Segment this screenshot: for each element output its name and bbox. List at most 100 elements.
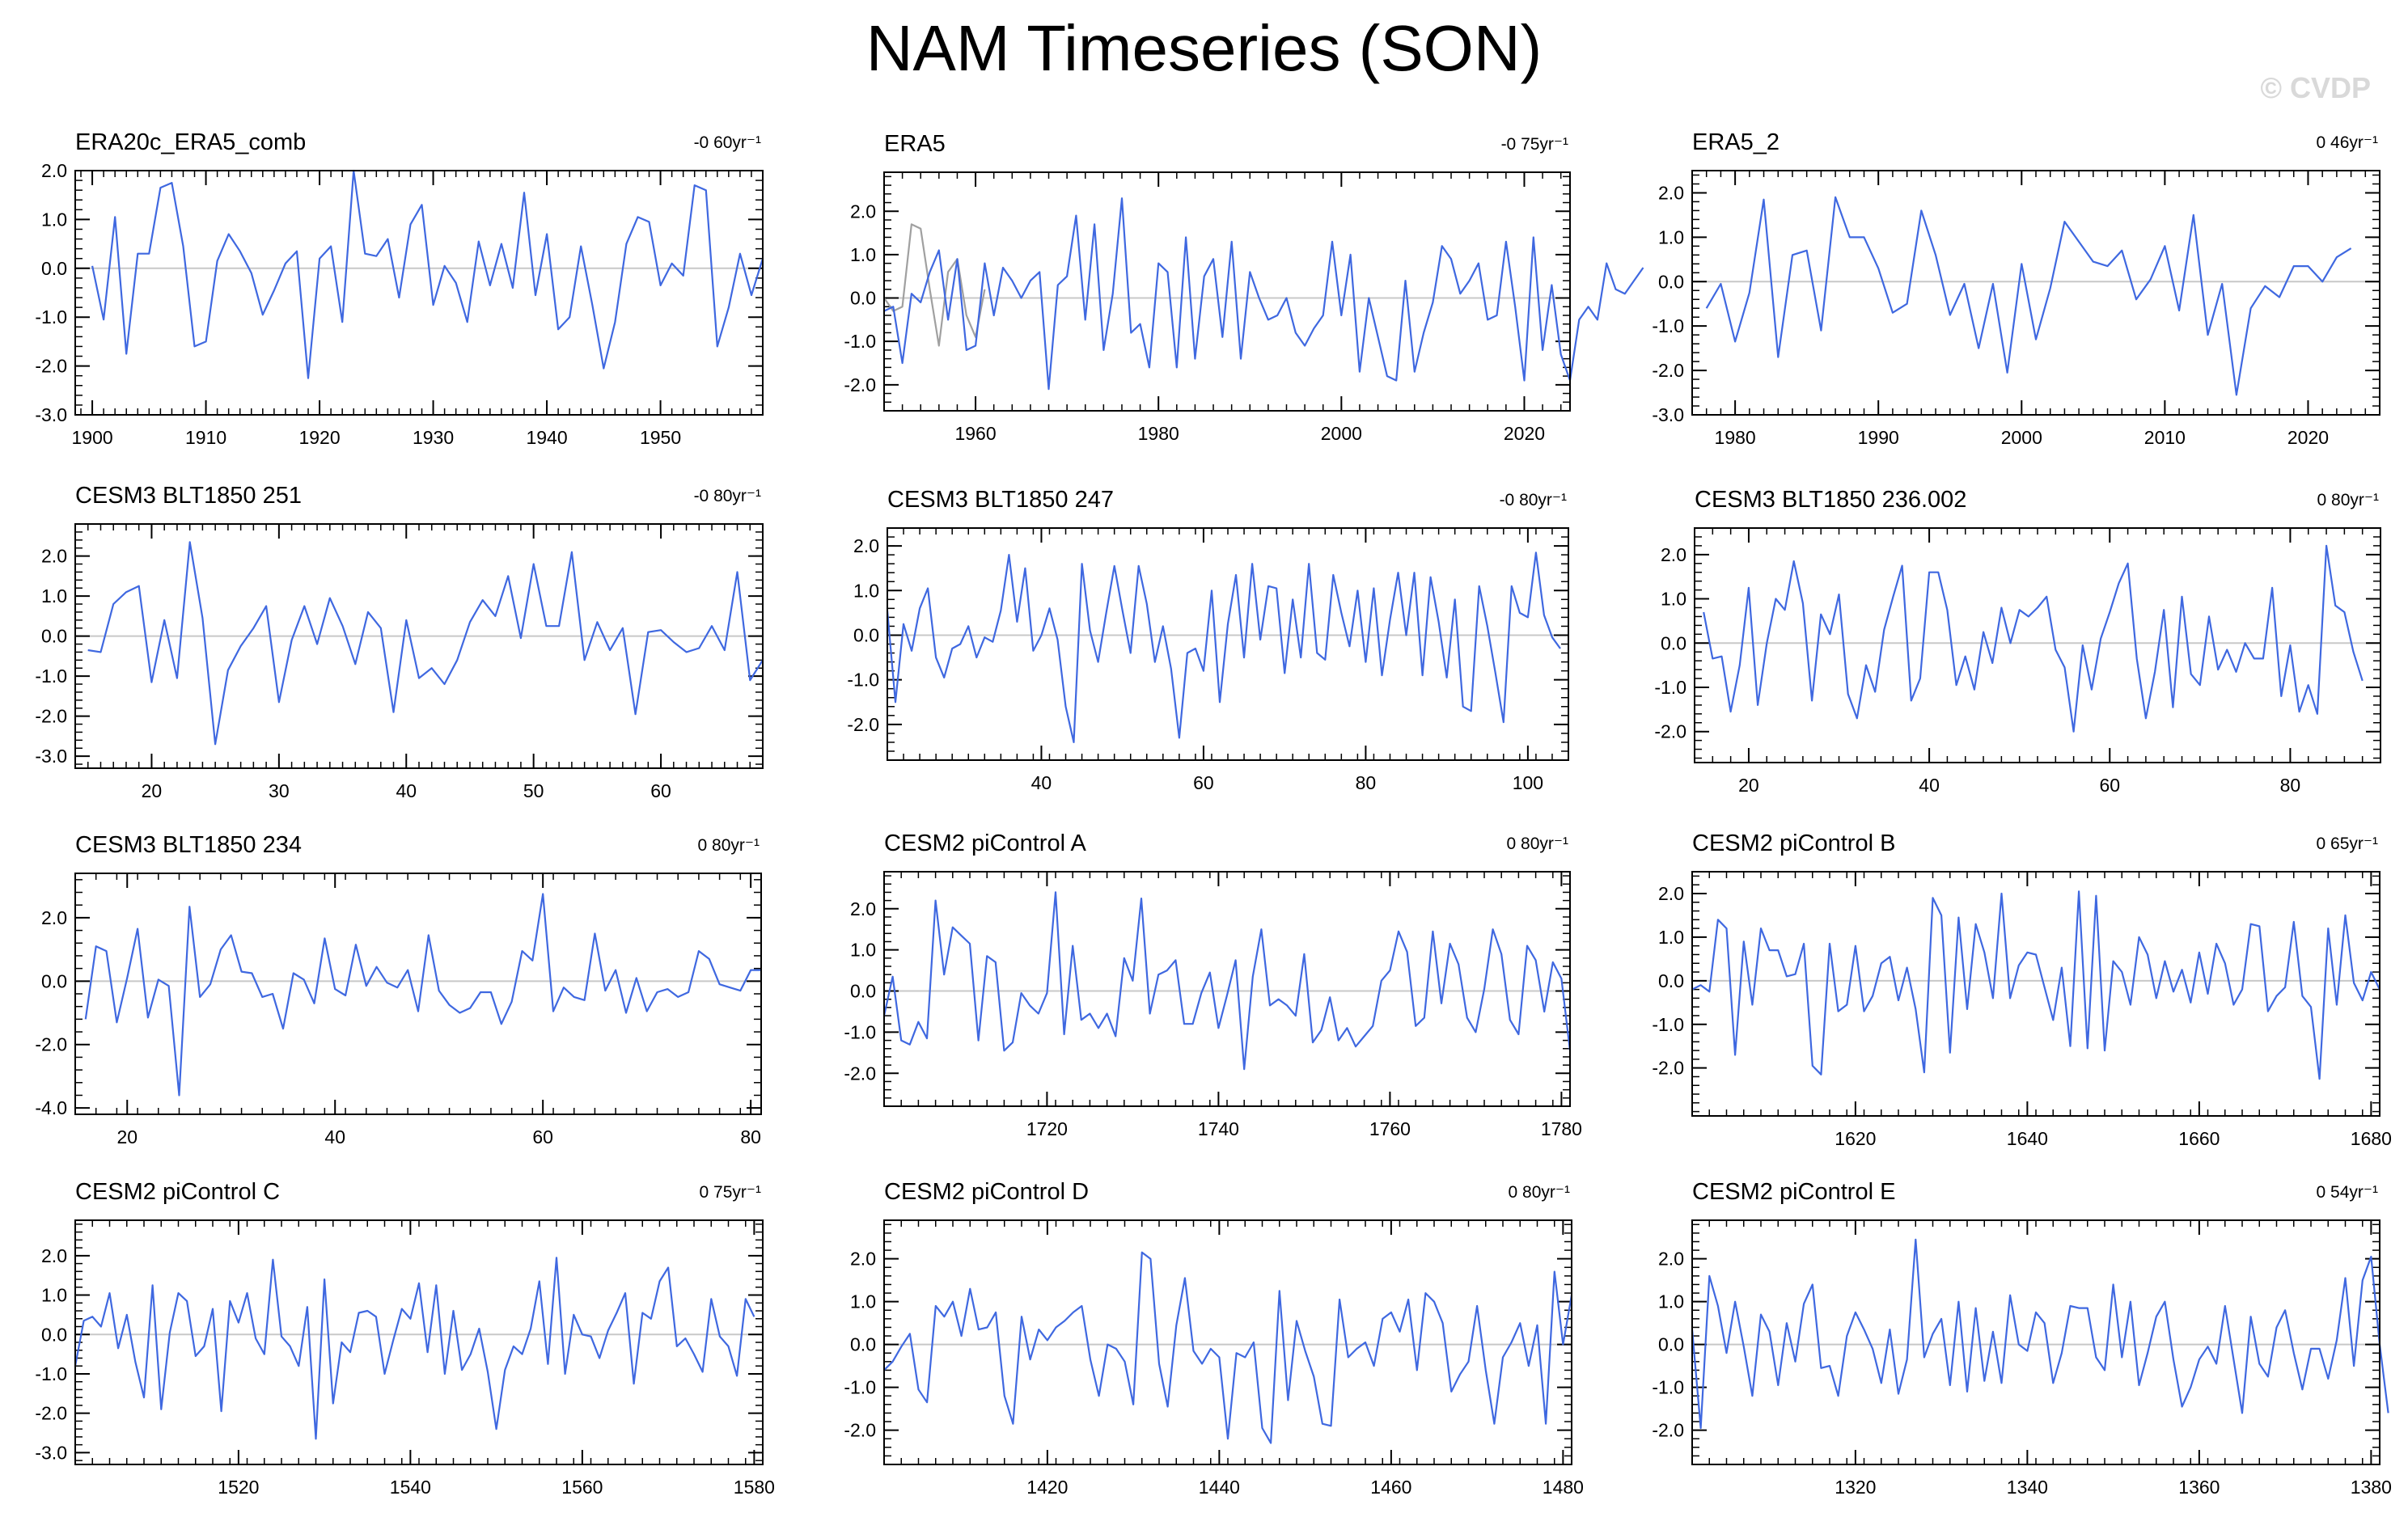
x-tick-label: 20 <box>142 780 163 801</box>
y-tick-label: -1.0 <box>844 1021 876 1042</box>
x-tick-label: 1740 <box>1198 1118 1239 1139</box>
trend-label: 0 46yr⁻¹ <box>2317 133 2378 152</box>
chart-panel: ERA20c_ERA5_comb -0 60yr⁻¹ -3.0 -2.0 -1.0 0.0… <box>35 129 764 448</box>
series-line <box>1691 1238 2389 1430</box>
y-tick-label: -1.0 <box>1652 315 1684 336</box>
x-tick-label: 60 <box>1193 772 1214 793</box>
x-tick-label: 20 <box>1738 775 1759 796</box>
y-tick-label: 1.0 <box>850 1291 876 1312</box>
y-tick-label: 2.0 <box>41 907 67 928</box>
plot-frame <box>887 527 1569 761</box>
x-tick-label: 1440 <box>1199 1477 1240 1498</box>
y-tick-label: -1.0 <box>35 666 67 687</box>
y-tick-label: -2.0 <box>844 374 876 395</box>
y-tick-label: 0.0 <box>1658 271 1684 292</box>
y-tick-label: 0.0 <box>850 1334 876 1355</box>
y-tick-label: 1.0 <box>41 1285 67 1306</box>
plot-frame <box>883 1219 1572 1465</box>
x-tick-label: 60 <box>2099 775 2120 796</box>
y-tick-label: -2.0 <box>844 1063 876 1084</box>
x-tick-label: 2020 <box>1504 423 1545 444</box>
x-tick-label: 40 <box>324 1126 345 1147</box>
trend-label: 0 80yr⁻¹ <box>2317 491 2379 509</box>
trend-label: 0 80yr⁻¹ <box>1509 1183 1570 1202</box>
series-line <box>91 169 764 379</box>
y-tick-label: -1.0 <box>1652 1014 1684 1035</box>
x-tick-label: 1380 <box>2351 1477 2392 1498</box>
page-title: NAM Timeseries (SON) <box>865 12 1543 84</box>
y-tick-label: -2.0 <box>1652 360 1684 381</box>
y-tick-label: 0.0 <box>853 624 879 645</box>
y-tick-label: 1.0 <box>1658 226 1684 247</box>
panel-title: CESM3 BLT1850 251 <box>75 483 302 509</box>
y-tick-label: -2.0 <box>35 1034 67 1055</box>
panel-title: ERA20c_ERA5_comb <box>75 129 306 155</box>
trend-label: 0 80yr⁻¹ <box>1507 835 1568 853</box>
chart-panel: CESM2 piControl D 0 80yr⁻¹ -2.0 -1.0 0.0 1.0 2… <box>844 1179 1584 1498</box>
y-tick-label: 0.0 <box>41 626 67 647</box>
chart-panel: CESM2 piControl E 0 54yr⁻¹ -2.0 -1.0 0.0 1.0 2… <box>1652 1179 2392 1498</box>
plot-frame <box>74 523 764 769</box>
x-tick-label: 2020 <box>2287 427 2329 448</box>
y-tick-label: 2.0 <box>1658 182 1684 203</box>
panel-title: CESM2 piControl D <box>884 1179 1089 1205</box>
chart-panel: CESM2 piControl B 0 65yr⁻¹ -2.0 -1.0 0.0 1.0 2… <box>1652 830 2392 1149</box>
plot-frame <box>74 873 762 1115</box>
x-tick-label: 2000 <box>1321 423 1362 444</box>
y-tick-label: 0.0 <box>41 970 67 991</box>
chart-panel: ERA5_2 0 46yr⁻¹ -3.0 -2.0 -1.0 0.0 1.0 2.0 1980 1… <box>1652 129 2380 448</box>
y-tick-label: 1.0 <box>1658 1291 1684 1312</box>
plot-frame <box>74 1219 764 1465</box>
y-tick-label: -2.0 <box>1652 1420 1684 1441</box>
x-tick-label: 1340 <box>2007 1477 2048 1498</box>
x-tick-label: 1580 <box>734 1477 775 1498</box>
y-tick-label: -3.0 <box>35 1442 67 1463</box>
y-tick-label: -3.0 <box>1652 404 1684 425</box>
trend-label: -0 75yr⁻¹ <box>1501 135 1568 154</box>
x-tick-label: 1940 <box>526 427 567 448</box>
chart-panel: CESM3 BLT1850 234 0 80yr⁻¹ -4.0 -2.0 0.0 2.0 2… <box>35 832 762 1147</box>
y-tick-label: 2.0 <box>41 1245 67 1266</box>
plot-frame <box>883 871 1571 1107</box>
x-tick-label: 80 <box>740 1126 761 1147</box>
series-line <box>883 1251 1573 1444</box>
plot-frame <box>1691 1219 2380 1465</box>
series-line <box>87 541 764 746</box>
y-tick-label: -2.0 <box>35 706 67 727</box>
x-tick-label: 1660 <box>2178 1128 2220 1149</box>
series-line <box>74 1257 755 1440</box>
y-tick-label: -1.0 <box>847 670 879 691</box>
series-line <box>1691 890 2380 1080</box>
series-line <box>883 197 1644 391</box>
chart-panel: ERA5 -0 75yr⁻¹ -2.0 -1.0 0.0 1.0 2.0 1960 1980 20… <box>844 131 1644 444</box>
x-tick-label: 30 <box>269 780 290 801</box>
y-tick-label: 2.0 <box>1661 544 1686 565</box>
plot-frame <box>1691 871 2380 1117</box>
x-tick-label: 80 <box>2280 775 2301 796</box>
y-tick-label: 2.0 <box>853 535 879 556</box>
x-tick-label: 60 <box>532 1126 553 1147</box>
x-tick-label: 1680 <box>2351 1128 2392 1149</box>
panel-title: CESM3 BLT1850 234 <box>75 832 302 858</box>
series-line <box>1703 544 2364 733</box>
trend-label: -0 60yr⁻¹ <box>694 133 761 152</box>
x-tick-label: 1320 <box>1835 1477 1876 1498</box>
y-tick-label: 0.0 <box>1661 632 1686 653</box>
x-tick-label: 1620 <box>1835 1128 1876 1149</box>
watermark: © CVDP <box>2260 71 2371 104</box>
x-tick-label: 1910 <box>185 427 226 448</box>
y-tick-label: 0.0 <box>1658 970 1684 991</box>
x-tick-label: 1930 <box>413 427 454 448</box>
y-tick-label: -2.0 <box>847 714 879 735</box>
y-tick-label: 1.0 <box>850 244 876 265</box>
y-tick-label: 1.0 <box>1661 589 1686 610</box>
x-tick-label: 2010 <box>2144 427 2186 448</box>
x-tick-label: 1520 <box>218 1477 259 1498</box>
y-tick-label: 1.0 <box>41 585 67 606</box>
x-tick-label: 1980 <box>1138 423 1179 444</box>
x-tick-label: 1720 <box>1026 1118 1068 1139</box>
panel-title: ERA5_2 <box>1692 129 1780 155</box>
y-tick-label: -1.0 <box>844 331 876 352</box>
y-tick-label: -1.0 <box>1654 677 1686 698</box>
